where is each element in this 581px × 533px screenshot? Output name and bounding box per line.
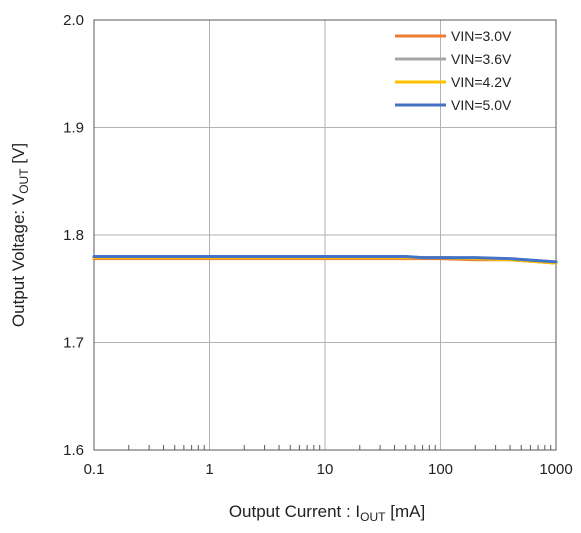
y-axis-title-unit: [V] [9,143,28,169]
legend-label: VIN=3.6V [451,51,512,67]
legend-label: VIN=3.0V [451,28,512,44]
series-lines [92,255,558,265]
y-tick-label: 1.9 [63,120,84,137]
y-tick-label: 1.7 [63,335,84,352]
x-tick-label: 10 [317,461,334,478]
x-axis-title-subscript: OUT [360,510,386,524]
x-axis-title-unit: [mA] [386,502,426,521]
legend-label: VIN=5.0V [451,97,512,113]
y-axis-title-main: Output Voltage: V [9,193,28,327]
minor-ticks [128,445,552,450]
y-tick-label: 1.8 [63,227,84,244]
x-tick-label: 1 [205,461,213,478]
x-tick-label: 100 [428,461,453,478]
plot-area-border [93,19,557,451]
y-tick-label: 2.0 [63,12,84,29]
y-tick-label: 1.6 [63,442,84,459]
x-tick-label: 0.1 [84,461,105,478]
y-axis-title: Output Voltage: VOUT [V] [9,143,31,327]
tick-labels: 0.1 1 10 100 1000 1.6 1.7 1.8 1.9 2.0 [63,12,573,478]
x-axis-title-main: Output Current : I [229,502,360,521]
series-line-4 [92,255,558,264]
y-axis-title-subscript: OUT [17,168,31,194]
x-axis-title: Output Current : IOUT [mA] [229,502,425,524]
legend-label: VIN=4.2V [451,74,512,90]
legend: VIN=3.0V VIN=3.6V VIN=4.2V VIN=5.0V [395,28,512,113]
x-tick-label: 1000 [539,461,572,478]
